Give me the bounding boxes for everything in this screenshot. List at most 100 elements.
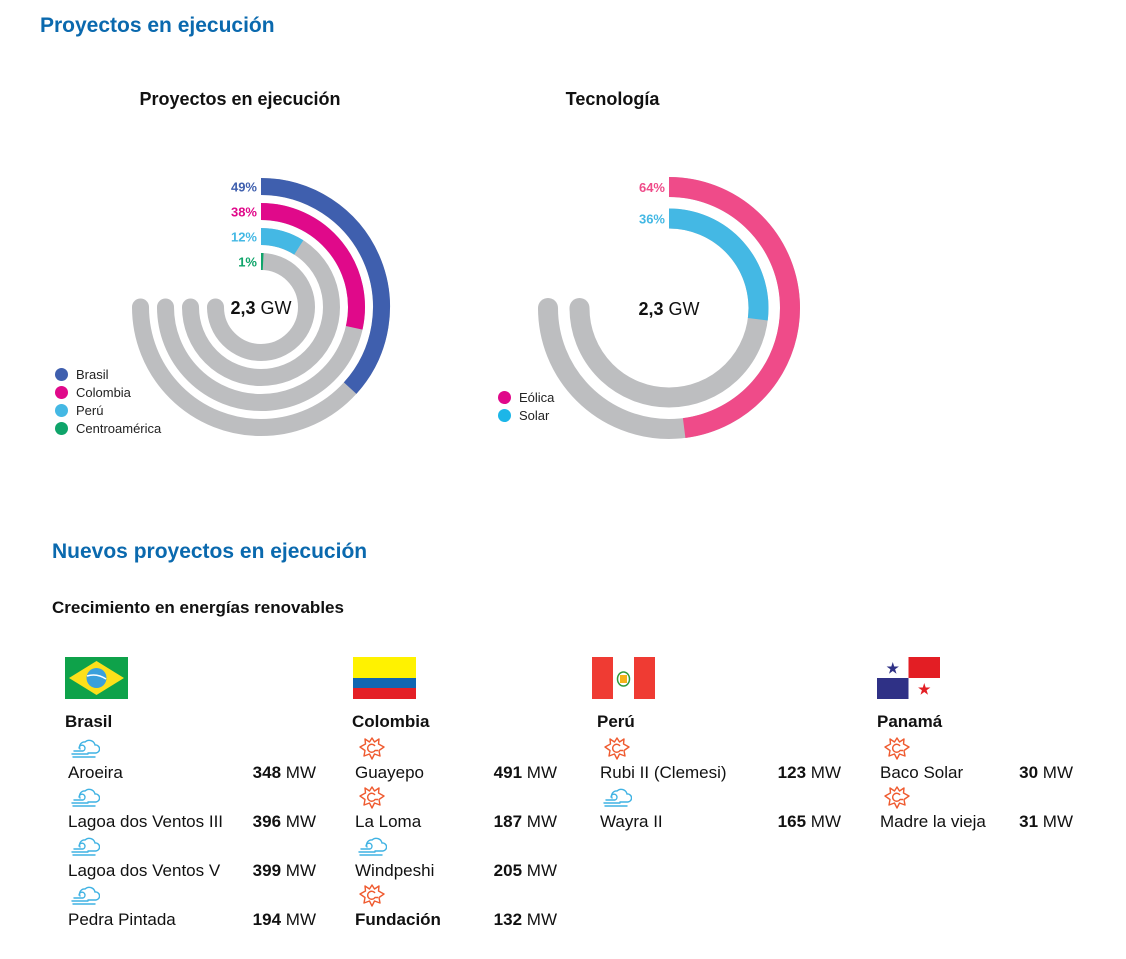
legend-dot-icon <box>55 421 68 435</box>
chart-title-tecnologia: Tecnología <box>565 89 660 109</box>
project-capacity: 165 MW <box>778 812 841 832</box>
project-capacity: 396 MW <box>253 812 316 832</box>
track-cap <box>538 298 558 318</box>
project-item: Wayra II 165 MW <box>600 785 852 834</box>
project-capacity: 30 MW <box>1019 763 1073 783</box>
brazil-flag <box>65 657 128 699</box>
legend-item: Perú <box>55 401 161 419</box>
project-name: La Loma <box>355 812 422 831</box>
project-name: Baco Solar <box>880 763 964 782</box>
capacity-value: 123 <box>777 763 807 782</box>
project-item: Lagoa dos Ventos V 399 MW <box>68 834 325 883</box>
solar-icon <box>882 786 910 809</box>
legend-tecnologia: Eólica Solar <box>498 388 554 424</box>
project-name: Lagoa dos Ventos III <box>68 812 224 831</box>
capacity-unit: MW <box>810 763 841 782</box>
capacity-value: 348 <box>252 763 282 782</box>
data-label: 49% <box>231 180 257 195</box>
bar-brasil <box>260 178 390 394</box>
project-item: Rubi II (Clemesi) 123 MW <box>600 736 852 785</box>
capacity-value: 399 <box>252 861 282 880</box>
capacity-value: 396 <box>252 812 282 831</box>
project-name: Rubi II (Clemesi) <box>600 763 727 782</box>
project-name: Windpeshi <box>355 861 435 880</box>
project-name: Fundación <box>355 910 441 929</box>
project-item: Windpeshi 205 MW <box>355 834 613 883</box>
country-name: Perú <box>597 712 635 731</box>
project-capacity: 399 MW <box>253 861 316 881</box>
legend-dot-icon <box>498 408 511 422</box>
data-label: 38% <box>231 205 257 220</box>
project-item: Aroeira 348 MW <box>68 736 325 785</box>
bar-colombia <box>260 203 365 330</box>
project-name: Guayepo <box>355 763 424 782</box>
project-capacity: 205 MW <box>494 861 557 881</box>
solar-icon <box>357 884 385 907</box>
project-name: Pedra Pintada <box>68 910 176 929</box>
center-unit: GW <box>669 299 700 319</box>
chart-title-proyectos: Proyectos en ejecución <box>139 89 341 109</box>
wind-icon <box>70 884 101 906</box>
country-name: Panamá <box>877 712 943 731</box>
legend-item: Colombia <box>55 383 161 401</box>
capacity-unit: MW <box>526 763 557 782</box>
capacity-unit: MW <box>526 812 557 831</box>
country-name: Brasil <box>65 712 113 731</box>
bar-solar <box>668 208 769 321</box>
capacity-value: 187 <box>493 812 523 831</box>
legend-dot-icon <box>55 367 68 381</box>
country-colombia: Colombia Guayepo 491 MW La Loma 187 MW Win… <box>352 657 613 932</box>
legend-proyectos: Brasil Colombia Perú Centroamérica <box>55 365 161 437</box>
solar-icon <box>602 737 630 760</box>
center-value: 2,3 <box>230 298 255 318</box>
solar-icon <box>357 737 385 760</box>
capacity-unit: MW <box>1042 812 1073 831</box>
project-item: Pedra Pintada 194 MW <box>68 883 325 932</box>
section-title: Nuevos proyectos en ejecución <box>52 540 368 563</box>
capacity-value: 165 <box>777 812 807 831</box>
country-brazil: Brasil Aroeira 348 MW Lagoa dos Ventos II… <box>65 657 325 932</box>
legend-dot-icon <box>55 385 68 399</box>
country-name: Colombia <box>352 712 430 731</box>
track-centroamérica <box>207 253 315 361</box>
legend-dot-icon <box>55 403 68 417</box>
center-total: 2,3 GW <box>230 298 291 318</box>
legend-item: Eólica <box>498 388 554 406</box>
capacity-value: 31 <box>1019 812 1039 831</box>
project-item: La Loma 187 MW <box>355 785 613 834</box>
chart-proyectos: 49% 38% 12% 1% 2,3 GW <box>132 178 390 436</box>
legend-label: Brasil <box>76 366 109 382</box>
data-label: 1% <box>238 255 257 270</box>
capacity-value: 205 <box>493 861 523 880</box>
capacity-unit: MW <box>285 861 316 880</box>
data-label: 36% <box>639 212 665 227</box>
project-item: Baco Solar 30 MW <box>880 736 1126 785</box>
project-capacity: 132 MW <box>494 910 557 930</box>
chart-tecnologia: 64% 36% 2,3 GW <box>538 177 800 439</box>
center-unit: GW <box>261 298 292 318</box>
section-subtitle: Crecimiento en energías renovables <box>52 598 344 617</box>
bar-eólica <box>668 177 800 438</box>
project-item: Madre la vieja 31 MW <box>880 785 1126 834</box>
track-cap <box>182 298 199 316</box>
center-value: 2,3 <box>638 299 663 319</box>
project-capacity: 31 MW <box>1019 812 1073 832</box>
page-title: Proyectos en ejecución <box>40 14 275 37</box>
panama-flag <box>877 657 940 699</box>
track-cap <box>132 298 149 316</box>
solar-icon <box>357 786 385 809</box>
capacity-unit: MW <box>526 861 557 880</box>
wind-icon <box>70 737 101 759</box>
data-label: 64% <box>639 180 665 195</box>
capacity-value: 194 <box>252 910 282 929</box>
legend-label: Perú <box>76 402 104 418</box>
capacity-unit: MW <box>285 763 316 782</box>
project-name: Aroeira <box>68 763 123 782</box>
center-total: 2,3 GW <box>638 299 699 319</box>
project-capacity: 187 MW <box>494 812 557 832</box>
project-capacity: 123 MW <box>778 763 841 783</box>
country-panama: Panamá Baco Solar 30 MW Madre la vieja 31 … <box>877 657 1126 834</box>
project-item: Guayepo 491 MW <box>355 736 613 785</box>
project-name: Lagoa dos Ventos V <box>68 861 221 880</box>
legend-label: Eólica <box>519 389 555 405</box>
